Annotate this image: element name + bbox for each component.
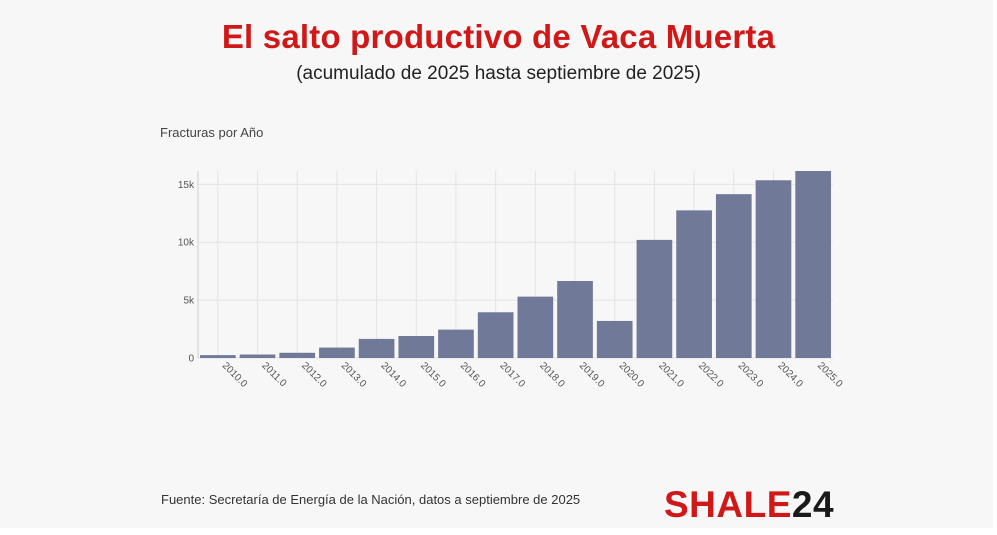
brand-logo: SHALE24 xyxy=(664,484,834,526)
x-tick-label: 2025.0 xyxy=(815,360,845,390)
bar-2016.0 xyxy=(438,329,474,358)
x-axis-ticks: 2010.0 2011.0 2012.0 2013.0 2014.0 2015.0 2016… xyxy=(220,360,845,390)
y-axis-ticks: 0 5k 10k 15k xyxy=(178,180,195,365)
bar-2013.0 xyxy=(319,347,355,358)
logo-text-shale: SHALE xyxy=(664,484,792,525)
x-tick-label: 2022.0 xyxy=(696,360,726,390)
bar-2010.0 xyxy=(200,355,236,358)
source-note: Fuente: Secretaría de Energía de la Naci… xyxy=(161,492,581,507)
bar-2014.0 xyxy=(358,338,395,358)
y-tick-label: 0 xyxy=(188,354,194,365)
bar-2025.0 xyxy=(795,171,831,358)
y-tick-label: 10k xyxy=(178,238,195,249)
bar-2017.0 xyxy=(477,312,514,358)
bar-2011.0 xyxy=(239,354,276,358)
page-subtitle: (acumulado de 2025 hasta septiembre de 2… xyxy=(296,63,701,84)
bar-2021.0 xyxy=(636,239,673,358)
bar-2024.0 xyxy=(755,180,792,358)
y-tick-label: 5k xyxy=(183,296,195,307)
bar-2020.0 xyxy=(596,320,633,358)
x-tick-label: 2018.0 xyxy=(537,360,567,390)
chart-label: Fracturas por Año xyxy=(160,125,264,140)
bar-2015.0 xyxy=(398,336,435,358)
x-tick-label: 2023.0 xyxy=(736,360,766,390)
bar-2022.0 xyxy=(676,210,712,358)
bars xyxy=(200,171,831,358)
bar-2012.0 xyxy=(279,352,316,358)
x-tick-label: 2012.0 xyxy=(299,360,329,390)
x-tick-label: 2011.0 xyxy=(259,360,288,389)
bar-2023.0 xyxy=(715,194,752,358)
bar-2019.0 xyxy=(557,281,593,358)
x-tick-label: 2015.0 xyxy=(418,360,448,390)
x-tick-label: 2019.0 xyxy=(577,360,607,390)
x-tick-label: 2024.0 xyxy=(775,360,805,390)
x-tick-label: 2017.0 xyxy=(498,360,528,390)
x-tick-label: 2021.0 xyxy=(656,360,686,390)
logo-text-24: 24 xyxy=(791,484,835,525)
x-tick-label: 2020.0 xyxy=(617,360,647,390)
x-tick-label: 2010.0 xyxy=(220,360,250,390)
x-tick-label: 2014.0 xyxy=(378,360,408,390)
page-title: El salto productivo de Vaca Muerta xyxy=(221,18,776,55)
x-tick-label: 2016.0 xyxy=(458,360,488,390)
x-tick-label: 2013.0 xyxy=(339,360,369,390)
y-tick-label: 15k xyxy=(178,180,195,191)
bar-2018.0 xyxy=(517,296,554,358)
